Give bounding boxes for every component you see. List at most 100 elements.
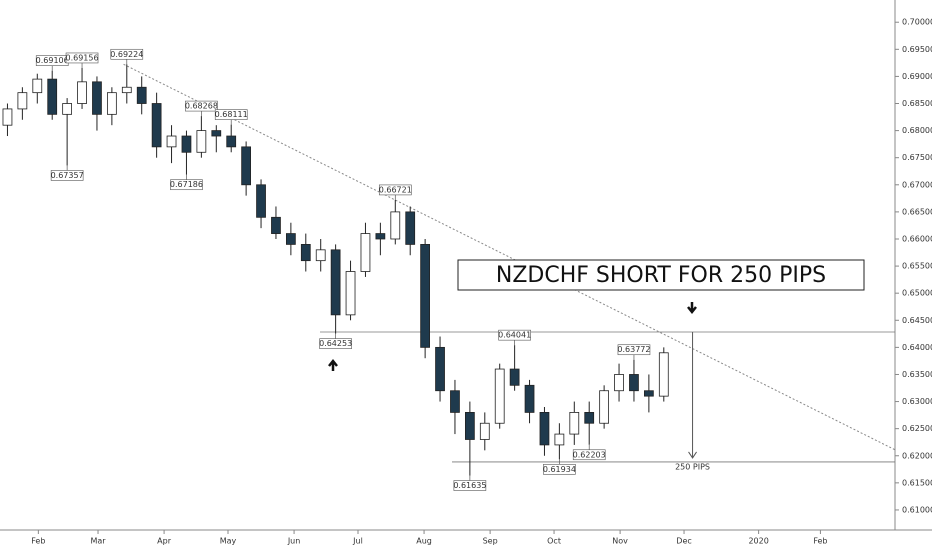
y-tick-label: 0.66000 (902, 234, 932, 243)
candle-body (599, 390, 610, 424)
annotation-box (214, 109, 248, 120)
candle-body (375, 233, 386, 240)
x-tick-label: Jun (287, 537, 301, 546)
y-tick-label: 0.70000 (902, 18, 932, 27)
candle-body (32, 78, 43, 94)
candle-body (614, 374, 624, 392)
y-tick-label: 0.61500 (902, 478, 932, 487)
y-tick-label: 0.68000 (902, 126, 932, 135)
x-tick-label: Nov (612, 537, 628, 546)
candle-body (271, 216, 281, 234)
candle-body (345, 271, 356, 316)
candle-body (196, 130, 207, 153)
y-tick-label: 0.63000 (902, 397, 932, 406)
candle-body (644, 390, 654, 397)
candle-body (211, 130, 222, 137)
annotation-label: 0.69156 (65, 53, 98, 62)
x-tick-label: Feb (813, 537, 827, 546)
up-arrow (328, 358, 338, 371)
x-tick-label: Mar (90, 537, 106, 546)
x-tick-label: 2020 (748, 537, 768, 546)
annotation-box (65, 52, 99, 64)
y-tick-label: 0.61000 (902, 505, 932, 514)
annotation-label: 0.62203 (573, 450, 606, 459)
annotation-box (617, 344, 651, 356)
y-tick-label: 0.64000 (902, 343, 932, 352)
annotation-label: 0.68111 (215, 110, 248, 119)
candle-body (92, 81, 102, 115)
candle-body (285, 233, 296, 245)
annotation-box (498, 329, 531, 341)
y-tick-label: 0.62500 (902, 424, 932, 433)
annotation-box (453, 480, 487, 491)
candle-body (554, 433, 565, 446)
annotation-label: 0.69106 (36, 56, 69, 65)
candle-body (62, 103, 73, 115)
annotation-box (543, 464, 576, 475)
annotation-box (319, 338, 352, 349)
candle-body (77, 81, 87, 104)
candle-body (464, 412, 475, 440)
y-tick-label: 0.67500 (902, 153, 932, 162)
candle-body (256, 184, 266, 218)
x-tick-label: Dec (676, 537, 691, 546)
y-tick-label: 0.63500 (902, 370, 932, 379)
annotation-box (572, 449, 606, 461)
x-tick-label: May (220, 537, 237, 546)
candle-body (226, 135, 237, 148)
candle-body (166, 135, 177, 148)
x-tick-label: Oct (547, 537, 561, 546)
x-tick-label: Feb (31, 537, 45, 546)
candle-body (450, 390, 460, 413)
y-tick-label: 0.65500 (902, 262, 932, 271)
candle-body (330, 249, 341, 316)
annotation-label: 0.63772 (617, 345, 650, 354)
candle-body (494, 368, 505, 424)
y-tick-label: 0.69000 (902, 72, 932, 81)
annotation-label: 0.67357 (51, 171, 84, 180)
candle-body (420, 244, 430, 348)
x-tick-label: Apr (157, 537, 172, 546)
annotation-label: 0.64041 (498, 331, 531, 340)
candle-body (390, 211, 401, 240)
y-tick-label: 0.68500 (902, 99, 932, 108)
candle-body (509, 368, 520, 386)
y-tick-label: 0.69500 (902, 45, 932, 54)
annotation-label: 0.68268 (185, 102, 218, 111)
candle-body (2, 108, 13, 126)
candle-body (569, 412, 580, 435)
candle-body (47, 78, 58, 115)
annotation-box (185, 100, 218, 112)
annotation-box (378, 184, 412, 196)
candle-body (435, 346, 445, 392)
annotation-label: 0.66721 (379, 185, 412, 194)
candle-body (107, 92, 117, 115)
candle-body (241, 146, 251, 186)
measure-label: 250 PIPS (675, 462, 710, 471)
annotation-label: 0.64253 (319, 339, 352, 348)
y-tick-label: 0.64500 (902, 316, 932, 325)
candle-body (300, 244, 311, 262)
x-tick-label: Aug (416, 537, 432, 546)
candle-body (539, 412, 550, 446)
annotation-label: 0.69224 (110, 50, 143, 59)
annotation-box (110, 48, 144, 60)
candle-body (360, 233, 371, 272)
y-tick-label: 0.66500 (902, 207, 932, 216)
candle-body (524, 384, 535, 413)
down-arrow (687, 302, 697, 315)
candle-body (584, 412, 595, 424)
candle-body (405, 211, 416, 245)
candle-body (479, 422, 490, 440)
annotation-label: 0.67186 (170, 180, 203, 189)
annotation-box (50, 170, 84, 181)
candle-body (151, 103, 162, 148)
title-box (457, 259, 865, 291)
candle-body (629, 374, 639, 392)
candle-body (17, 92, 28, 110)
x-tick-label: Jul (352, 537, 363, 546)
candle-body (181, 135, 192, 153)
annotation-label: 0.61635 (453, 481, 486, 490)
